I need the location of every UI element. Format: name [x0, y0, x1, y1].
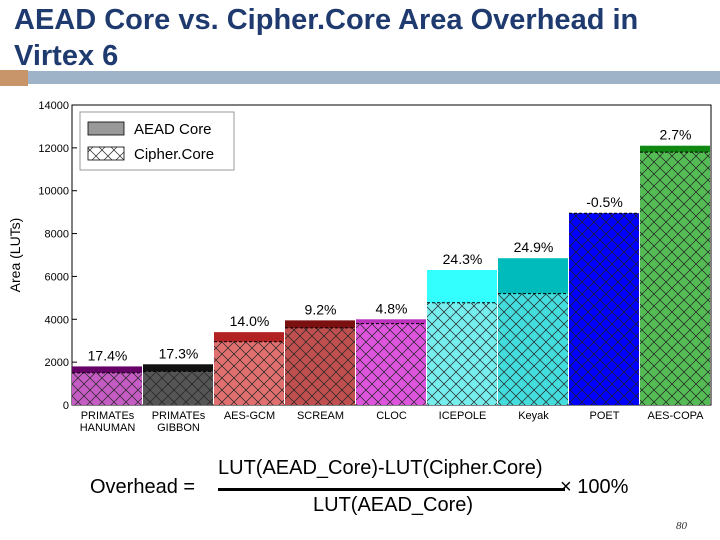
x-tick-label: CLOC	[376, 410, 407, 422]
legend-label-aead: AEAD Core	[134, 121, 212, 138]
x-tick-label: AES-COPA	[647, 410, 704, 422]
bar-cipher-hatch	[427, 302, 497, 405]
y-tick-label: 10000	[38, 186, 69, 198]
overhead-label: 9.2%	[305, 301, 337, 317]
y-tick-label: 12000	[38, 143, 69, 155]
x-tick-label: SCREAM	[297, 410, 344, 422]
bar-cipher-hatch	[640, 152, 710, 405]
area-overhead-chart: 0 2000 4000 6000 8000 10000 12000 14000 Area (LU…	[7, 100, 712, 434]
x-tick-label: GIBBON	[157, 422, 200, 434]
overhead-label: 14.0%	[230, 313, 270, 329]
formula-numerator: LUT(AEAD_Core)-LUT(Cipher.Core)	[218, 457, 543, 479]
x-tick-label: POET	[590, 410, 620, 422]
formula-overhead-label: Overhead =	[90, 476, 196, 498]
formula-fraction-line	[218, 488, 565, 491]
bar-cipher-hatch	[72, 372, 142, 405]
x-tick-label: HANUMAN	[80, 422, 136, 434]
y-axis-label: Area (LUTs)	[7, 218, 23, 293]
bar-cipher-hatch	[569, 213, 639, 405]
overhead-label: 17.3%	[159, 345, 199, 361]
bar-cipher-hatch	[143, 371, 213, 405]
bar-cipher-hatch	[285, 327, 355, 405]
x-tick-label: Keyak	[518, 410, 549, 422]
legend-swatch-cipher-hatch	[88, 147, 124, 160]
y-tick-label: 8000	[45, 229, 69, 241]
title-accent-square	[0, 70, 28, 86]
x-tick-label: ICEPOLE	[439, 410, 487, 422]
legend-label-cipher: Cipher.Core	[134, 146, 214, 163]
overhead-label: 2.7%	[660, 127, 692, 143]
title-accent-bar	[28, 71, 720, 84]
y-tick-label: 14000	[38, 100, 69, 112]
y-tick-label: 4000	[45, 314, 69, 326]
formula-multiplier: × 100%	[560, 476, 629, 498]
y-tick-label: 0	[63, 400, 69, 412]
formula-denominator: LUT(AEAD_Core)	[313, 494, 474, 516]
page-number: 80	[676, 520, 687, 532]
slide-title: AEAD Core vs. Cipher.Core Area Overhead …	[14, 4, 639, 72]
x-tick-label: PRIMATEs	[152, 410, 206, 422]
overhead-label: 4.8%	[376, 300, 408, 316]
bar-cipher-hatch	[356, 323, 426, 405]
overhead-label: 24.3%	[443, 251, 483, 267]
overhead-label: 24.9%	[514, 239, 554, 255]
y-tick-label: 2000	[45, 357, 69, 369]
legend-swatch-aead	[87, 121, 125, 136]
y-tick-label: 6000	[45, 271, 69, 283]
overhead-label: 17.4%	[88, 347, 128, 363]
bar-cipher-hatch	[214, 341, 284, 405]
bar-cipher-hatch	[498, 293, 568, 405]
x-tick-label: AES-GCM	[224, 410, 275, 422]
overhead-label: -0.5%	[586, 194, 623, 210]
x-tick-label: PRIMATEs	[81, 410, 135, 422]
